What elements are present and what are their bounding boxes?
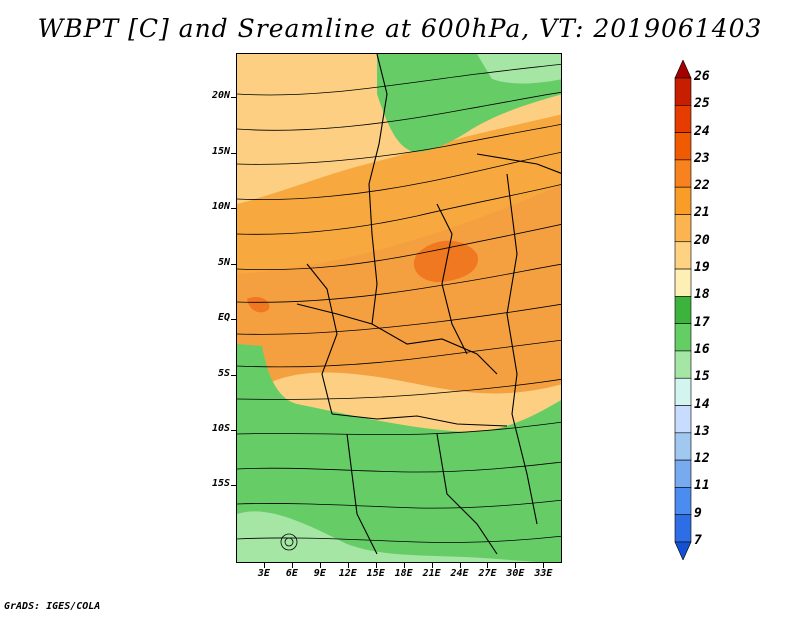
lat-tick-mark	[231, 319, 236, 321]
colorbar-label: 7	[694, 533, 702, 548]
colorbar	[674, 60, 692, 560]
colorbar-label: 26	[694, 69, 710, 84]
lon-tick-mark	[291, 563, 293, 568]
colorbar-swatch	[674, 104, 692, 133]
grads-credit: GrADS: IGES/COLA	[4, 601, 101, 612]
lon-tick-mark	[319, 563, 321, 568]
colorbar-swatch	[674, 377, 692, 406]
colorbar-swatch	[674, 186, 692, 215]
colorbar-swatch	[674, 405, 692, 434]
lon-tick-mark	[459, 563, 461, 568]
field-green-light-south	[237, 511, 537, 562]
country-borders	[296, 54, 561, 555]
lon-tick-mark	[347, 563, 349, 568]
colorbar-top-arrow	[674, 60, 692, 79]
colorbar-swatch	[674, 432, 692, 461]
colorbar-swatch	[674, 514, 692, 543]
lon-tick-label: 27E	[478, 568, 497, 579]
lat-tick-label: EQ	[217, 312, 230, 324]
streamlines	[237, 63, 561, 551]
lat-tick-label: 10N	[211, 201, 230, 213]
colorbar-swatch	[674, 241, 692, 270]
lon-tick-mark	[403, 563, 405, 568]
colorbar-label: 15	[694, 369, 710, 385]
colorbar-label: 9	[694, 505, 702, 521]
colorbar-swatch	[674, 296, 692, 324]
lon-tick-label: 21E	[422, 568, 441, 579]
lon-tick-label: 33E	[534, 568, 553, 579]
chart-title: WBPT [C] and Sreamline at 600hPa, VT: 20…	[37, 14, 763, 43]
colorbar-label: 22	[694, 178, 710, 194]
colorbar-label: 19	[694, 260, 710, 276]
lat-tick-label: 15N	[211, 145, 230, 157]
lat-tick-mark	[231, 208, 236, 210]
colorbar-label: 25	[694, 96, 710, 112]
lat-tick-mark	[231, 97, 236, 99]
lat-tick-mark	[231, 263, 236, 265]
lat-tick-label: 5N	[217, 256, 230, 268]
lat-tick-label: 15S	[211, 478, 230, 490]
lat-tick-mark	[231, 429, 236, 431]
colorbar-swatch	[674, 77, 692, 106]
lon-tick-label: 18E	[394, 568, 413, 579]
lon-tick-label: 12E	[338, 568, 357, 579]
colorbar-label: 16	[694, 341, 710, 357]
colorbar-swatch	[674, 487, 692, 516]
wbpt-map	[237, 54, 561, 562]
lat-tick-label: 10S	[211, 422, 230, 434]
lat-tick-label: 5S	[217, 367, 230, 379]
colorbar-bottom-arrow	[674, 541, 692, 560]
colorbar-swatch	[674, 323, 692, 352]
lon-tick-label: 6E	[285, 568, 298, 579]
colorbar-label: 11	[694, 478, 710, 494]
lon-tick-mark	[487, 563, 489, 568]
colorbar-label: 13	[694, 423, 710, 439]
colorbar-label: 14	[694, 396, 710, 412]
colorbar-label: 12	[694, 451, 710, 467]
colorbar-swatch	[674, 214, 692, 243]
lon-tick-label: 15E	[366, 568, 385, 579]
colorbar-label: 17	[694, 314, 710, 330]
colorbar-label: 18	[694, 287, 710, 303]
lon-tick-mark	[431, 563, 433, 568]
colorbar-swatch	[674, 159, 692, 188]
field-green-south	[237, 344, 561, 562]
map-frame	[236, 53, 562, 563]
colorbar-label: 21	[694, 205, 710, 221]
lon-tick-label: 30E	[506, 568, 525, 579]
colorbar-swatch	[674, 350, 692, 379]
colorbar-swatch	[674, 268, 692, 297]
lon-tick-label: 9E	[313, 568, 326, 579]
lon-tick-label: 3E	[257, 568, 270, 579]
lat-tick-label: 20N	[211, 90, 230, 102]
colorbar-label: 24	[694, 123, 710, 139]
lon-tick-label: 24E	[450, 568, 469, 579]
field-hotspot-west	[247, 297, 270, 313]
colorbar-label: 20	[694, 232, 710, 248]
lat-tick-mark	[231, 374, 236, 376]
lat-tick-mark	[231, 485, 236, 487]
colorbar-swatch	[674, 132, 692, 161]
lon-tick-mark	[263, 563, 265, 568]
colorbar-swatch	[674, 459, 692, 488]
lon-tick-mark	[543, 563, 545, 568]
lon-tick-mark	[375, 563, 377, 568]
lat-tick-mark	[231, 152, 236, 154]
colorbar-label: 23	[694, 150, 710, 166]
lon-tick-mark	[515, 563, 517, 568]
